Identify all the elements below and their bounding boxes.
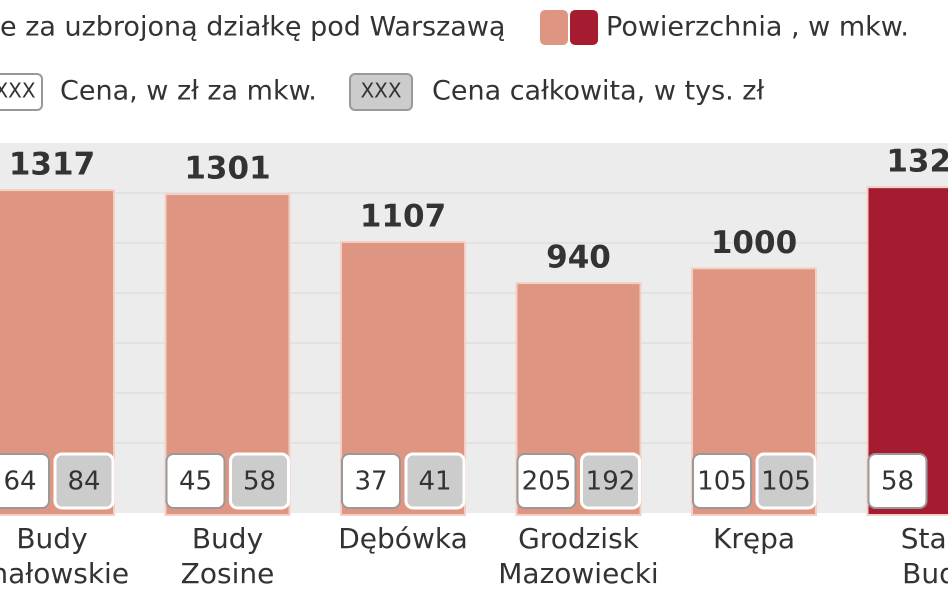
total-box: [580, 452, 641, 510]
total-label: 105: [761, 467, 811, 497]
x-tick-label: Budy: [192, 522, 263, 555]
legend-box-label: XXX: [0, 79, 36, 103]
total-box: [53, 452, 115, 510]
legend-label: Cena, w zł za mkw.: [60, 76, 317, 107]
x-tick-label: Zosine: [181, 557, 275, 590]
x-tick-label: Krępa: [713, 522, 795, 555]
legend-swatch: [570, 10, 598, 45]
value-label: 1301: [184, 151, 270, 187]
legend-swatch: [540, 10, 568, 45]
legend-label: Cena całkowita, w tys. zł: [432, 76, 764, 107]
x-tick-label: Budy: [16, 522, 87, 555]
value-label: 1317: [9, 147, 95, 183]
total-box: [404, 452, 466, 510]
price-label: 64: [3, 467, 36, 497]
x-tick-label: Star: [901, 522, 948, 555]
legend-box: [349, 73, 413, 111]
legend-label: Powierzchnia , w mkw.: [606, 12, 909, 43]
x-tick-label: Bud: [902, 557, 948, 590]
total-label: 84: [67, 467, 100, 497]
total-box: [229, 452, 290, 510]
x-tick-label: chałowskie: [0, 557, 129, 590]
legend-box: [0, 73, 43, 111]
legend-box-label: XXX: [360, 79, 401, 103]
price-box: [0, 453, 50, 509]
value-label: 1329: [886, 144, 948, 180]
price-label: 45: [179, 467, 212, 497]
total-box: [755, 452, 817, 510]
price-label: 37: [354, 467, 387, 497]
price-box: [692, 453, 752, 509]
x-tick-label: Dębówka: [338, 522, 467, 555]
x-tick-label: Grodzisk: [518, 522, 640, 555]
value-label: 1000: [711, 225, 797, 261]
price-box: [165, 453, 226, 509]
total-label: 41: [418, 467, 451, 497]
price-box: [516, 453, 577, 509]
total-label: 192: [586, 467, 636, 497]
chart-title: e za uzbrojoną działkę pod Warszawą: [0, 12, 505, 43]
value-label: 940: [546, 240, 611, 276]
x-tick-label: Mazowiecki: [498, 557, 658, 590]
price-label: 105: [697, 467, 747, 497]
price-label: 58: [881, 467, 914, 497]
value-label: 1107: [360, 198, 446, 234]
price-label: 205: [522, 467, 572, 497]
total-label: 58: [243, 467, 276, 497]
price-box: [341, 453, 401, 509]
price-box: [867, 453, 928, 509]
